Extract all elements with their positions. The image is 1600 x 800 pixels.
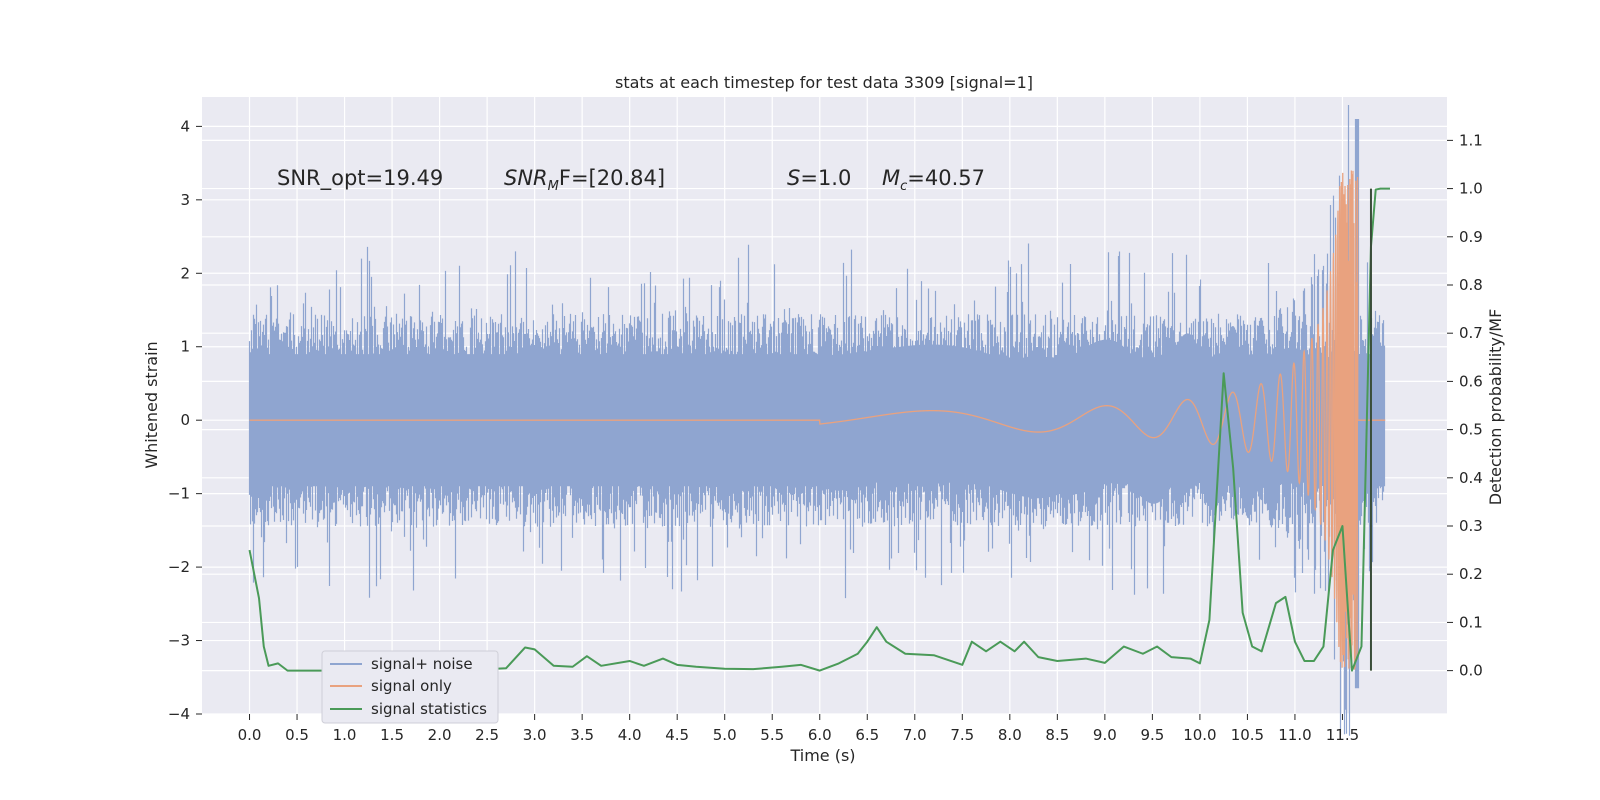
- x-tick-label: 2.5: [475, 726, 499, 744]
- y2-tick-label: 0.9: [1459, 228, 1483, 246]
- stat-series: [248, 187, 1390, 672]
- legend: signal+ noise signal only signal statist…: [321, 650, 499, 724]
- snr-opt-annotation: SNR_opt=19.49: [277, 166, 443, 191]
- y-tick-label: 4: [180, 117, 190, 135]
- x-tick-label: 6.5: [855, 726, 879, 744]
- y-tick-label: 0: [180, 411, 190, 429]
- x-tick-label: 9.5: [1140, 726, 1164, 744]
- y-tick-label: −3: [168, 632, 190, 650]
- y-axis-label: Whitened strain: [142, 341, 161, 468]
- mc-sub: c: [900, 179, 907, 194]
- legend-label-noise: signal+ noise: [371, 655, 473, 673]
- x-tick-label: 4.0: [618, 726, 642, 744]
- x-tick-label: 0.5: [285, 726, 309, 744]
- x-tick-label: 1.0: [333, 726, 357, 744]
- x-tick-label: 4.5: [665, 726, 689, 744]
- signal-series: [249, 170, 1386, 670]
- x-tick-label: 3.5: [570, 726, 594, 744]
- snr-mf-rest: F=[20.84]: [559, 166, 665, 190]
- snr-mf-name: SNR: [504, 166, 548, 190]
- noise-trace: [248, 105, 1386, 736]
- x-tick-label: 9.0: [1093, 726, 1117, 744]
- y2-tick-label: 0.6: [1459, 372, 1483, 390]
- x-tick-label: 10.0: [1183, 726, 1216, 744]
- x-tick-label: 5.5: [760, 726, 784, 744]
- mc-name: M: [882, 166, 900, 190]
- snr-mf-annotation: SNRMF=[20.84]: [504, 166, 665, 194]
- y-tick-label: 1: [180, 338, 190, 356]
- y2-tick-label: 1.1: [1459, 131, 1483, 149]
- y2-tick-label: 0.1: [1459, 613, 1483, 631]
- y2-tick-label: 0.7: [1459, 324, 1483, 342]
- legend-box: [321, 650, 499, 724]
- legend-label-signal: signal only: [371, 677, 452, 695]
- y-tick-label: −4: [168, 705, 190, 723]
- noise-series: [248, 105, 1386, 736]
- x-tick-label: 11.5: [1326, 726, 1359, 744]
- y2-tick-label: 0.4: [1459, 469, 1483, 487]
- x-tick-label: 1.5: [380, 726, 404, 744]
- y2-axis-label: Detection probability/MF: [1486, 309, 1505, 506]
- y2-tick-label: 0.8: [1459, 276, 1483, 294]
- y2-tick-label: 0.0: [1459, 662, 1483, 680]
- x-tick-label: 6.0: [808, 726, 832, 744]
- x-tick-label: 2.0: [428, 726, 452, 744]
- x-tick-label: 3.0: [523, 726, 547, 744]
- snr-mf-sub: M: [548, 179, 559, 194]
- x-tick-label: 10.5: [1231, 726, 1264, 744]
- y-tick-label: 3: [180, 191, 190, 209]
- y2-tick-label: 0.3: [1459, 517, 1483, 535]
- x-tick-label: 7.5: [950, 726, 974, 744]
- mc-annotation: Mc=40.57: [882, 166, 985, 194]
- x-tick-label: 11.0: [1278, 726, 1311, 744]
- y2-tick-label: 1.0: [1459, 180, 1483, 198]
- x-tick-label: 7.0: [903, 726, 927, 744]
- x-tick-label: 8.0: [998, 726, 1022, 744]
- s-annotation: S=1.0: [787, 166, 851, 190]
- stat-trace: [248, 187, 1390, 672]
- y2-tick-label: 0.2: [1459, 565, 1483, 583]
- legend-label-stat: signal statistics: [371, 700, 487, 718]
- ticks: 0.0 0.5 1.0 1.5 2.0 2.5 3.0 3.5 4.0 4.5 5.0 5.5 6.0 6…: [168, 117, 1483, 744]
- y-tick-label: 2: [180, 264, 190, 282]
- x-axis-label: Time (s): [789, 746, 855, 765]
- x-tick-label: 5.0: [713, 726, 737, 744]
- y-tick-label: −1: [168, 485, 190, 503]
- signal-trace: [249, 170, 1386, 670]
- mc-rest: =40.57: [907, 166, 985, 190]
- x-tick-label: 8.5: [1045, 726, 1069, 744]
- chart-title: stats at each timestep for test data 330…: [615, 73, 1033, 92]
- s-rest: =1.0: [800, 166, 851, 190]
- y-tick-label: −2: [168, 558, 190, 576]
- x-tick-label: 0.0: [238, 726, 262, 744]
- s-name: S: [787, 166, 800, 190]
- y2-tick-label: 0.5: [1459, 421, 1483, 439]
